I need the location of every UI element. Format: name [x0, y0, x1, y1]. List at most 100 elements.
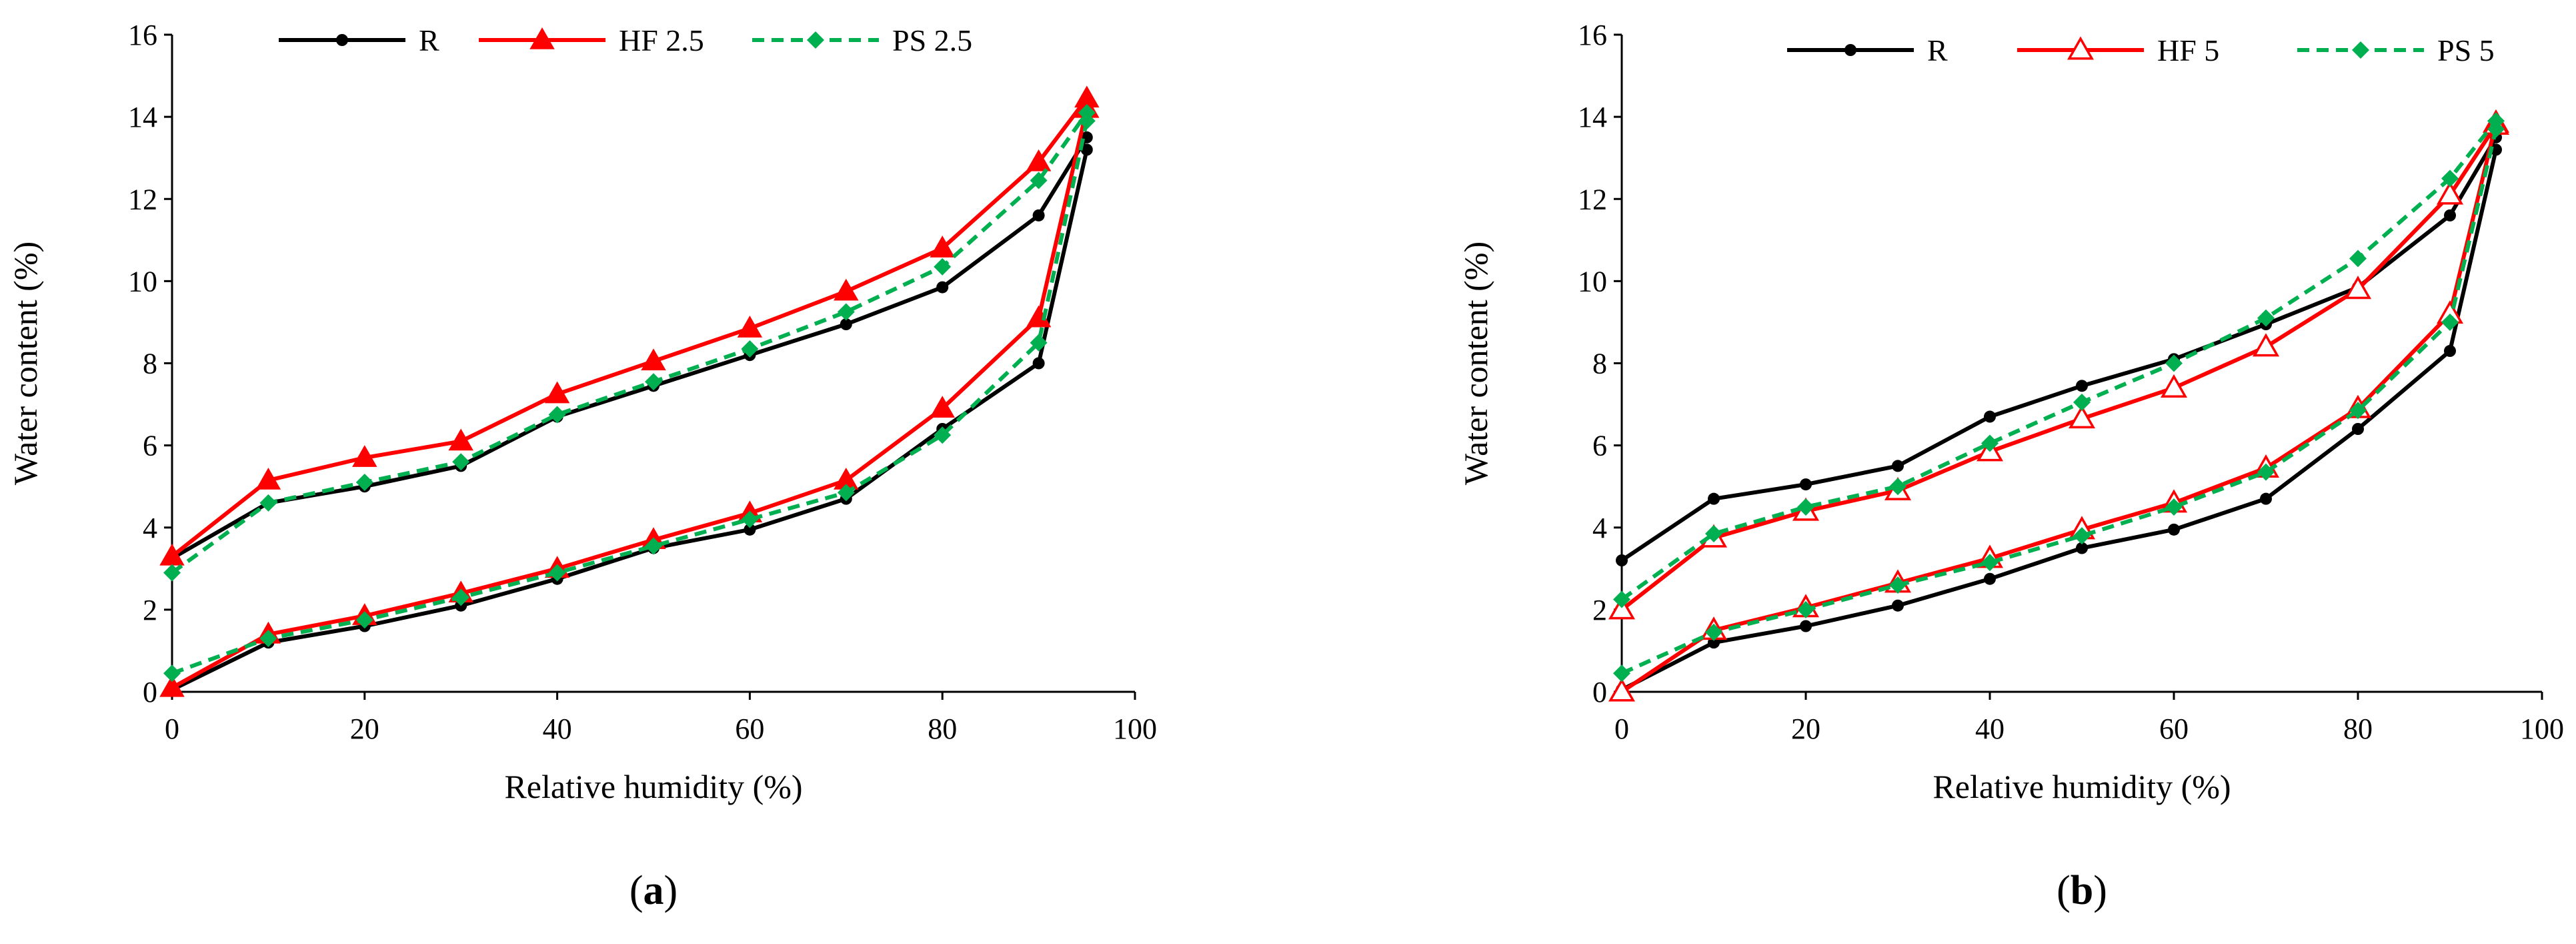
y-tick-label: 8: [1592, 348, 1607, 380]
data-point-hf-2-5: [1026, 149, 1052, 171]
x-axis-title: Relative humidity (%): [1933, 768, 2231, 805]
series-line-r-adsorption: [1620, 149, 2498, 692]
data-point-ps-2-5: [645, 373, 662, 391]
y-tick-label: 2: [143, 594, 157, 626]
data-point-ps-2-5: [452, 588, 470, 606]
data-point-hf-5: [2436, 181, 2464, 205]
data-point-hf-5: [2160, 374, 2188, 398]
data-point-ps-2-5: [259, 629, 277, 647]
data-point-ps-5: [1889, 478, 1906, 496]
x-tick-label: 100: [2520, 713, 2564, 745]
data-point-ps-2-5: [934, 258, 952, 276]
x-tick-label: 0: [165, 713, 179, 745]
data-point-ps-5: [1889, 576, 1906, 594]
x-tick-label: 20: [350, 713, 379, 745]
legend-label-r: R: [1927, 33, 1948, 67]
x-tick-label: 60: [2159, 713, 2189, 745]
y-tick-label: 2: [1592, 594, 1607, 626]
data-point-ps-2-5: [452, 453, 470, 471]
y-tick-label: 16: [1578, 19, 1607, 51]
legend-label-r: R: [419, 23, 439, 57]
data-point-ps-2-5: [163, 564, 181, 582]
legend-marker-r: [1844, 44, 1856, 56]
x-tick-label: 100: [1113, 713, 1157, 745]
series-r: [166, 131, 1093, 696]
data-point-ps-2-5: [934, 426, 952, 444]
series-ps-5: [1613, 112, 2505, 682]
data-point-ps-5: [2349, 402, 2367, 420]
data-point-r: [2444, 345, 2456, 358]
data-point-ps-5: [2257, 309, 2275, 327]
data-point-r: [1984, 572, 1996, 585]
data-point-r: [1032, 209, 1045, 221]
data-point-hf-5: [2252, 333, 2280, 357]
panel-label: (a): [629, 868, 678, 913]
data-point-r: [744, 523, 756, 536]
data-point-ps-2-5: [741, 510, 759, 528]
legend-marker-hf-5: [2067, 36, 2095, 60]
data-point-ps-2-5: [548, 406, 566, 424]
x-tick-label: 60: [735, 713, 764, 745]
chart-panel-b: 0 2 4 6 8 10 12 14 16 0 20 40 60 80 100 Relative humidi…: [1457, 19, 2564, 913]
data-point-ps-5: [2165, 498, 2183, 516]
data-point-hf-5: [1608, 596, 1636, 620]
data-point-r: [1984, 410, 1996, 423]
x-tick-label: 0: [1614, 713, 1629, 745]
y-tick-label: 6: [143, 430, 157, 462]
legend-marker-ps-5: [2352, 41, 2369, 59]
x-tick-label: 20: [1791, 713, 1820, 745]
data-point-r: [1616, 554, 1628, 566]
x-tick-label: 80: [2343, 713, 2373, 745]
data-point-r: [2076, 380, 2088, 392]
data-point-ps-5: [1705, 524, 1722, 542]
y-tick-label: 4: [143, 512, 157, 544]
legend-marker-ps-2-5: [807, 31, 824, 49]
data-point-ps-5: [2487, 112, 2505, 130]
data-point-ps-2-5: [645, 537, 662, 555]
y-tick-label: 12: [128, 183, 157, 215]
data-point-ps-5: [2073, 527, 2091, 545]
data-point-ps-2-5: [741, 340, 759, 358]
data-point-r: [2168, 523, 2180, 536]
data-point-hf-2-5: [930, 396, 955, 418]
series-line-hf-2-5-adsorption: [171, 108, 1089, 690]
data-point-ps-5: [2257, 463, 2275, 481]
data-point-r: [2444, 209, 2456, 221]
data-point-ps-5: [1797, 498, 1814, 516]
data-point-hf-2-5: [255, 467, 281, 490]
data-point-hf-2-5: [544, 381, 570, 404]
data-point-ps-2-5: [548, 564, 566, 582]
data-point-ps-5: [2441, 313, 2459, 331]
y-axis-title: Water content (%): [7, 242, 44, 485]
data-point-hf-5: [1608, 678, 1636, 702]
series-r: [1616, 131, 2502, 696]
y-tick-label: 16: [128, 19, 157, 51]
series-hf-5: [1608, 109, 2510, 702]
series-line-hf-2-5-desorption: [171, 97, 1089, 558]
data-point-ps-5: [1613, 664, 1630, 682]
x-tick-label: 40: [1975, 713, 2005, 745]
data-point-hf-2-5: [834, 278, 859, 301]
data-point-ps-5: [2349, 250, 2367, 268]
data-point-r: [2490, 143, 2502, 156]
data-point-ps-2-5: [1030, 171, 1048, 189]
series-line-ps-2-5-adsorption: [171, 120, 1089, 676]
data-point-ps-5: [2073, 393, 2091, 411]
data-point-ps-2-5: [1030, 334, 1048, 352]
data-point-ps-5: [1797, 600, 1814, 618]
panel-label: (b): [2057, 868, 2107, 913]
legend-marker-r: [336, 34, 348, 46]
data-point-hf-2-5: [1074, 85, 1100, 108]
data-point-hf-2-5: [352, 445, 377, 467]
data-point-r: [1892, 460, 1904, 472]
y-tick-label: 14: [128, 101, 157, 133]
chart-panel-a: 0 2 4 6 8 10 12 14 16 0 20 40 60 80 100 Relative humidi…: [7, 19, 1157, 913]
series-ps-2-5: [163, 103, 1096, 682]
data-point-r: [1800, 478, 1812, 491]
data-point-ps-2-5: [1078, 103, 1096, 121]
data-point-r: [1080, 143, 1093, 156]
data-point-r: [2076, 542, 2088, 554]
data-point-r: [1800, 620, 1812, 632]
data-point-r: [840, 318, 852, 331]
